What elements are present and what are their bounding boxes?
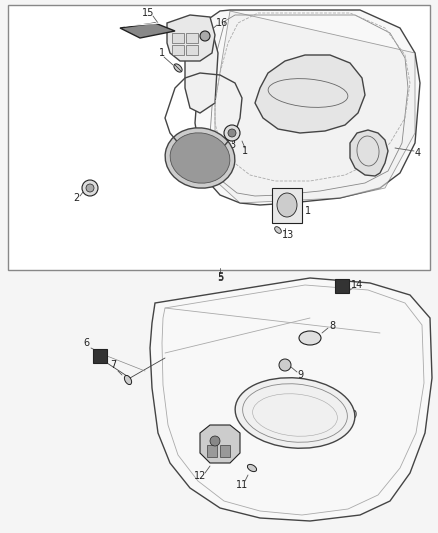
Text: 10: 10 <box>346 410 358 420</box>
Text: 13: 13 <box>282 230 294 240</box>
Polygon shape <box>120 23 175 38</box>
Text: 5: 5 <box>217 273 223 283</box>
Polygon shape <box>255 55 365 133</box>
Polygon shape <box>185 18 218 113</box>
Circle shape <box>200 31 210 41</box>
Text: 1: 1 <box>305 206 311 216</box>
Circle shape <box>224 125 240 141</box>
Text: 14: 14 <box>351 280 363 290</box>
Bar <box>172 33 184 43</box>
Bar <box>272 188 302 223</box>
Polygon shape <box>167 15 215 61</box>
Bar <box>186 33 198 43</box>
Text: 11: 11 <box>236 480 248 490</box>
Text: 7: 7 <box>110 360 116 370</box>
Ellipse shape <box>174 64 182 72</box>
Text: 4: 4 <box>415 148 421 158</box>
Polygon shape <box>215 11 415 203</box>
Ellipse shape <box>275 227 281 233</box>
Bar <box>186 45 198 55</box>
Text: 1: 1 <box>242 146 248 156</box>
Ellipse shape <box>170 133 230 183</box>
Text: 2: 2 <box>73 193 79 203</box>
Bar <box>172 45 184 55</box>
Circle shape <box>279 359 291 371</box>
Text: 16: 16 <box>216 18 228 28</box>
Text: 5: 5 <box>217 272 223 282</box>
Polygon shape <box>350 130 388 176</box>
Polygon shape <box>195 10 420 205</box>
Text: 9: 9 <box>297 370 303 380</box>
Ellipse shape <box>247 464 257 472</box>
Circle shape <box>86 184 94 192</box>
Polygon shape <box>200 425 240 463</box>
Circle shape <box>210 436 220 446</box>
Bar <box>220 445 230 457</box>
Ellipse shape <box>124 375 131 385</box>
Bar <box>8 5 430 270</box>
Text: 8: 8 <box>329 321 335 331</box>
Ellipse shape <box>277 193 297 217</box>
Circle shape <box>82 180 98 196</box>
Ellipse shape <box>165 128 235 188</box>
Text: 12: 12 <box>194 471 206 481</box>
Polygon shape <box>150 278 432 521</box>
Text: 15: 15 <box>142 8 154 18</box>
Bar <box>93 349 107 363</box>
Bar <box>335 279 349 293</box>
Ellipse shape <box>299 331 321 345</box>
Bar <box>207 445 217 457</box>
Circle shape <box>228 129 236 137</box>
Text: 6: 6 <box>83 338 89 348</box>
Text: 3: 3 <box>229 140 235 150</box>
Text: 1: 1 <box>159 48 165 58</box>
Ellipse shape <box>235 378 355 448</box>
